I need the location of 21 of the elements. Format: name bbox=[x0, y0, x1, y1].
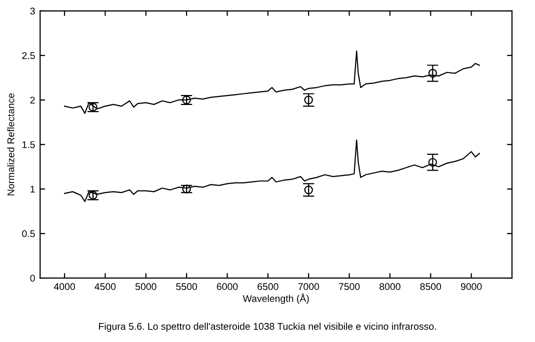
x-tick-label: 7000 bbox=[298, 283, 320, 290]
text: Figura 5.6. Lo spettro dell'asteroide 1038 Tuckia nel visibile e vicino infrarosso. bbox=[99, 322, 436, 332]
x-tick-label: 5000 bbox=[135, 283, 156, 290]
y-tick-label: 2 bbox=[30, 96, 35, 104]
y-tick-label: 1 bbox=[30, 186, 35, 193]
x-tick-label: 8500 bbox=[420, 283, 442, 290]
y-tick-label: 3 bbox=[30, 8, 35, 15]
x-tick-label: 7500 bbox=[338, 283, 360, 290]
y-axis-title: Normalized Reflectance bbox=[7, 93, 14, 196]
y-tick-label: 2.5 bbox=[22, 52, 35, 60]
y-tick-label: 1.5 bbox=[22, 141, 35, 148]
y-tick-label: 0 bbox=[30, 274, 35, 282]
x-tick-label: 4500 bbox=[94, 283, 116, 290]
x-tick-label: 4000 bbox=[54, 283, 75, 290]
x-tick-label: 5500 bbox=[176, 283, 197, 290]
x-tick-label: 8000 bbox=[380, 283, 400, 290]
x-tick-label: 6500 bbox=[258, 283, 278, 290]
x-tick-label: 9000 bbox=[460, 283, 482, 290]
y-tick-label: 0.5 bbox=[22, 230, 35, 238]
x-tick-label: 6000 bbox=[216, 283, 238, 290]
x-axis-title: Wavelength (Å) bbox=[242, 293, 309, 304]
